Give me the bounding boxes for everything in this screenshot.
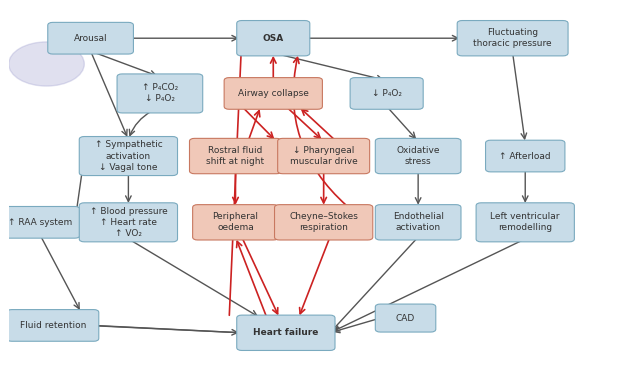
Text: Left ventricular
remodelling: Left ventricular remodelling bbox=[490, 212, 560, 232]
FancyBboxPatch shape bbox=[486, 140, 565, 172]
Text: ↓ P₄O₂: ↓ P₄O₂ bbox=[372, 89, 402, 98]
Text: Arousal: Arousal bbox=[74, 34, 108, 43]
Text: ↓ Pharyngeal
muscular drive: ↓ Pharyngeal muscular drive bbox=[290, 146, 358, 166]
FancyBboxPatch shape bbox=[457, 20, 568, 56]
Text: ↑ P₄CO₂
↓ P₄O₂: ↑ P₄CO₂ ↓ P₄O₂ bbox=[142, 83, 178, 104]
FancyBboxPatch shape bbox=[237, 315, 335, 351]
Text: CAD: CAD bbox=[396, 313, 415, 322]
FancyBboxPatch shape bbox=[189, 138, 282, 174]
FancyBboxPatch shape bbox=[7, 309, 99, 341]
FancyBboxPatch shape bbox=[275, 205, 372, 240]
Text: Oxidative
stress: Oxidative stress bbox=[396, 146, 440, 166]
Text: Fluid retention: Fluid retention bbox=[20, 321, 86, 330]
Text: Cheyne–Stokes
respiration: Cheyne–Stokes respiration bbox=[289, 212, 358, 232]
FancyBboxPatch shape bbox=[224, 78, 323, 109]
Circle shape bbox=[9, 42, 84, 86]
FancyBboxPatch shape bbox=[193, 205, 278, 240]
FancyBboxPatch shape bbox=[375, 205, 461, 240]
FancyBboxPatch shape bbox=[476, 203, 574, 242]
Text: ↑ Sympathetic
activation
↓ Vagal tone: ↑ Sympathetic activation ↓ Vagal tone bbox=[95, 141, 163, 172]
Text: Heart failure: Heart failure bbox=[253, 328, 319, 337]
FancyBboxPatch shape bbox=[350, 78, 423, 109]
Text: ↑ Afterload: ↑ Afterload bbox=[499, 151, 551, 161]
Text: ↑ RAA system: ↑ RAA system bbox=[8, 218, 72, 227]
FancyBboxPatch shape bbox=[79, 203, 177, 242]
FancyBboxPatch shape bbox=[117, 74, 203, 113]
Text: Peripheral
oedema: Peripheral oedema bbox=[212, 212, 259, 232]
FancyBboxPatch shape bbox=[1, 207, 80, 238]
Text: Rostral fluid
shift at night: Rostral fluid shift at night bbox=[207, 146, 264, 166]
FancyBboxPatch shape bbox=[48, 22, 133, 54]
FancyBboxPatch shape bbox=[375, 138, 461, 174]
Text: Endothelial
activation: Endothelial activation bbox=[393, 212, 444, 232]
FancyBboxPatch shape bbox=[79, 137, 177, 175]
Text: ↑ Blood pressure
↑ Heart rate
↑ VO₂: ↑ Blood pressure ↑ Heart rate ↑ VO₂ bbox=[90, 207, 167, 238]
Text: Fluctuating
thoracic pressure: Fluctuating thoracic pressure bbox=[474, 28, 552, 48]
FancyBboxPatch shape bbox=[375, 304, 436, 332]
Text: OSA: OSA bbox=[262, 34, 284, 43]
Text: Airway collapse: Airway collapse bbox=[238, 89, 308, 98]
FancyBboxPatch shape bbox=[237, 20, 310, 56]
FancyBboxPatch shape bbox=[278, 138, 370, 174]
